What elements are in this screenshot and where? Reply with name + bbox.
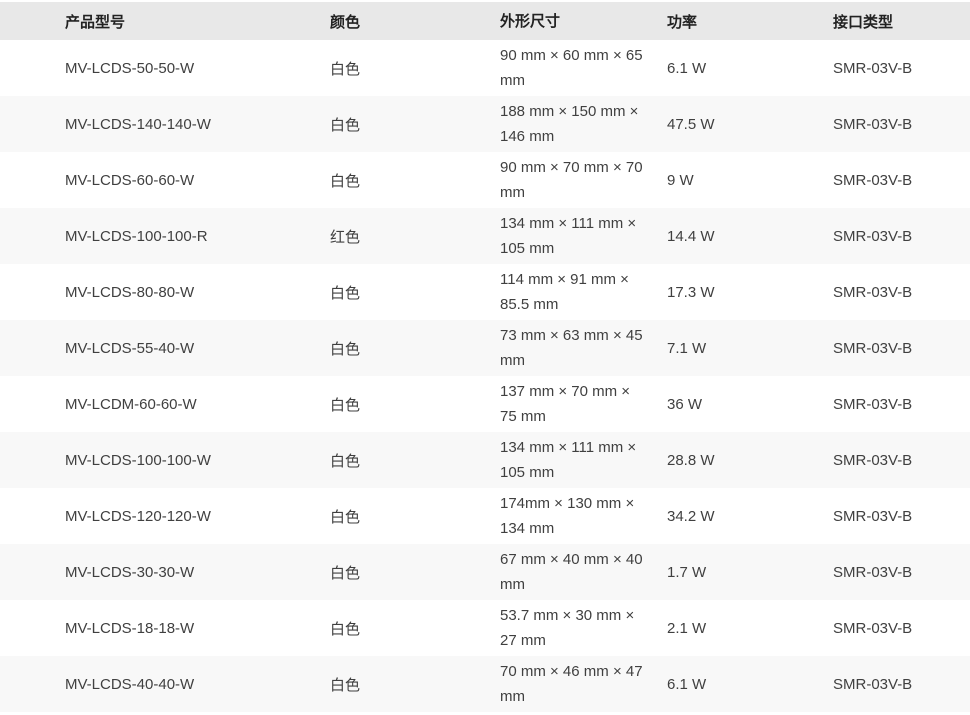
cell-interface: SMR-03V-B (833, 451, 913, 469)
cell-interface: SMR-03V-B (833, 619, 913, 637)
cell-model: MV-LCDS-100-100-W (65, 451, 211, 469)
cell-power: 6.1 W (667, 675, 707, 693)
cell-interface: SMR-03V-B (833, 339, 913, 357)
cell-color: 白色 (330, 396, 361, 414)
cell-dimensions: 90 mm × 60 mm × 65 mm (500, 47, 643, 89)
cell-interface: SMR-03V-B (833, 59, 913, 77)
cell-dimensions: 137 mm × 70 mm × 75 mm (500, 383, 631, 425)
cell-model: MV-LCDM-60-60-W (65, 395, 197, 413)
table-header: 产品型号 颜色 外形尺寸 功率 接口类型 (0, 2, 970, 40)
cell-power: 2.1 W (667, 619, 707, 637)
cell-model: MV-LCDS-60-60-W (65, 171, 195, 189)
table-row: MV-LCDS-30-30-W 白色 67 mm × 40 mm × 40 mm 1.… (0, 544, 970, 600)
cell-color: 白色 (330, 284, 361, 302)
cell-interface: SMR-03V-B (833, 115, 913, 133)
table-row: MV-LCDS-100-100-R 红色 134 mm × 111 mm × 105… (0, 208, 970, 264)
cell-interface: SMR-03V-B (833, 227, 913, 245)
cell-model: MV-LCDS-18-18-W (65, 619, 195, 637)
cell-dimensions: 134 mm × 111 mm × 105 mm (500, 439, 637, 481)
cell-interface: SMR-03V-B (833, 507, 913, 525)
cell-model: MV-LCDS-55-40-W (65, 339, 195, 357)
cell-color: 白色 (330, 676, 361, 694)
cell-power: 6.1 W (667, 59, 707, 77)
cell-interface: SMR-03V-B (833, 395, 913, 413)
cell-color: 白色 (330, 508, 361, 526)
cell-color: 白色 (330, 620, 361, 638)
table-row: MV-LCDM-60-60-W 白色 137 mm × 70 mm × 75 mm 3… (0, 376, 970, 432)
cell-dimensions: 188 mm × 150 mm × 146 mm (500, 103, 639, 145)
table-row: MV-LCDS-120-120-W 白色 174mm × 130 mm × 134 … (0, 488, 970, 544)
cell-color: 白色 (330, 116, 361, 134)
cell-power: 34.2 W (667, 507, 715, 525)
cell-power: 7.1 W (667, 339, 707, 357)
cell-color: 白色 (330, 60, 361, 78)
header-cell-interface: 接口类型 (833, 13, 894, 31)
table-row: MV-LCDS-100-100-W 白色 134 mm × 111 mm × 105… (0, 432, 970, 488)
table-row: MV-LCDS-55-40-W 白色 73 mm × 63 mm × 45 mm 7.… (0, 320, 970, 376)
header-cell-color: 颜色 (330, 13, 361, 31)
table-row: MV-LCDS-80-80-W 白色 114 mm × 91 mm × 85.5 m… (0, 264, 970, 320)
cell-dimensions: 134 mm × 111 mm × 105 mm (500, 215, 637, 257)
cell-model: MV-LCDS-80-80-W (65, 283, 195, 301)
cell-model: MV-LCDS-120-120-W (65, 507, 211, 525)
table-row: MV-LCDS-60-60-W 白色 90 mm × 70 mm × 70 mm 9 … (0, 152, 970, 208)
cell-interface: SMR-03V-B (833, 675, 913, 693)
cell-power: 28.8 W (667, 451, 715, 469)
cell-power: 47.5 W (667, 115, 715, 133)
cell-interface: SMR-03V-B (833, 171, 913, 189)
cell-color: 白色 (330, 452, 361, 470)
cell-color: 白色 (330, 564, 361, 582)
cell-dimensions: 53.7 mm × 30 mm × 27 mm (500, 607, 635, 649)
cell-dimensions: 174mm × 130 mm × 134 mm (500, 495, 635, 537)
cell-model: MV-LCDS-30-30-W (65, 563, 195, 581)
table-row: MV-LCDS-50-50-W 白色 90 mm × 60 mm × 65 mm 6.… (0, 40, 970, 96)
cell-interface: SMR-03V-B (833, 283, 913, 301)
cell-model: MV-LCDS-50-50-W (65, 59, 195, 77)
cell-model: MV-LCDS-140-140-W (65, 115, 211, 133)
cell-dimensions: 90 mm × 70 mm × 70 mm (500, 159, 643, 201)
cell-power: 36 W (667, 395, 703, 413)
cell-dimensions: 70 mm × 46 mm × 47 mm (500, 663, 643, 705)
cell-dimensions: 67 mm × 40 mm × 40 mm (500, 551, 643, 593)
cell-power: 17.3 W (667, 283, 715, 301)
cell-power: 1.7 W (667, 563, 707, 581)
table-row: MV-LCDS-140-140-W 白色 188 mm × 150 mm × 146… (0, 96, 970, 152)
cell-color: 红色 (330, 228, 361, 246)
cell-color: 白色 (330, 172, 361, 190)
cell-power: 14.4 W (667, 227, 715, 245)
header-cell-dimensions: 外形尺寸 (500, 12, 561, 30)
cell-power: 9 W (667, 171, 694, 189)
header-cell-model: 产品型号 (65, 13, 126, 31)
cell-dimensions: 73 mm × 63 mm × 45 mm (500, 327, 643, 369)
table-body: MV-LCDS-50-50-W 白色 90 mm × 60 mm × 65 mm 6.… (0, 40, 970, 712)
cell-interface: SMR-03V-B (833, 563, 913, 581)
cell-model: MV-LCDS-40-40-W (65, 675, 195, 693)
cell-color: 白色 (330, 340, 361, 358)
header-cell-power: 功率 (667, 13, 698, 31)
table-row: MV-LCDS-40-40-W 白色 70 mm × 46 mm × 47 mm 6.… (0, 656, 970, 712)
table-row: MV-LCDS-18-18-W 白色 53.7 mm × 30 mm × 27 mm… (0, 600, 970, 656)
cell-dimensions: 114 mm × 91 mm × 85.5 mm (500, 271, 629, 313)
cell-model: MV-LCDS-100-100-R (65, 227, 208, 245)
